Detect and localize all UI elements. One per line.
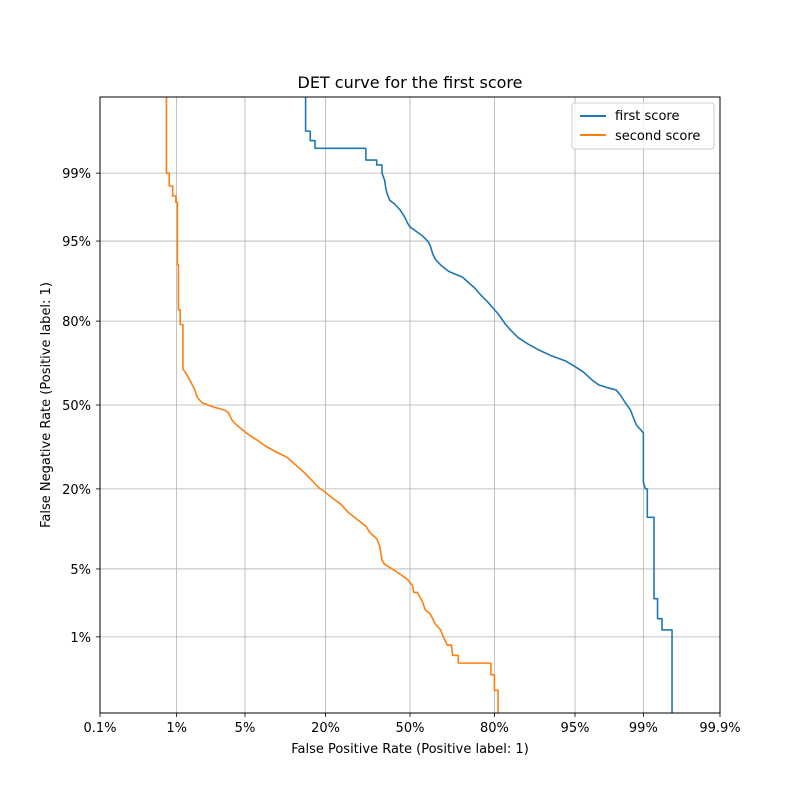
grid-lines [99,97,721,713]
y-axis-ticks: 1% 5% 20% 50% 80% 95% 99% [62,167,100,646]
chart-title: DET curve for the first score [298,73,523,92]
y-tick-label-1: 1% [70,631,91,646]
x-tick-label-5: 5% [235,721,256,736]
y-tick-label-95: 95% [62,235,91,250]
y-tick-label-5: 5% [70,563,91,578]
y-axis-label: False Negative Rate (Positive label: 1) [39,282,54,528]
series-line-second-score [165,97,499,713]
legend-label-second-score: second score [615,129,700,144]
x-tick-label-20: 20% [311,721,340,736]
x-tick-label-80: 80% [480,721,509,736]
x-tick-label-1: 1% [166,721,187,736]
y-tick-label-80: 80% [62,315,91,330]
y-tick-label-50: 50% [62,399,91,414]
series-line-first-score [304,97,673,713]
x-tick-label-0-1: 0.1% [83,721,116,736]
x-tick-label-99: 99% [629,721,658,736]
y-tick-label-20: 20% [62,483,91,498]
x-tick-label-50: 50% [396,721,425,736]
x-tick-label-99-9: 99.9% [699,721,740,736]
legend-label-first-score: first score [615,109,679,124]
y-tick-label-99: 99% [62,167,91,182]
x-tick-label-95: 95% [561,721,590,736]
legend-box [571,102,715,150]
series-lines [165,97,673,713]
x-axis-label: False Positive Rate (Positive label: 1) [291,742,529,757]
x-axis-ticks: 0.1% 1% 5% 20% 50% 80% 95% 99% 99.9% [83,713,741,736]
legend: first score second score [571,102,715,150]
